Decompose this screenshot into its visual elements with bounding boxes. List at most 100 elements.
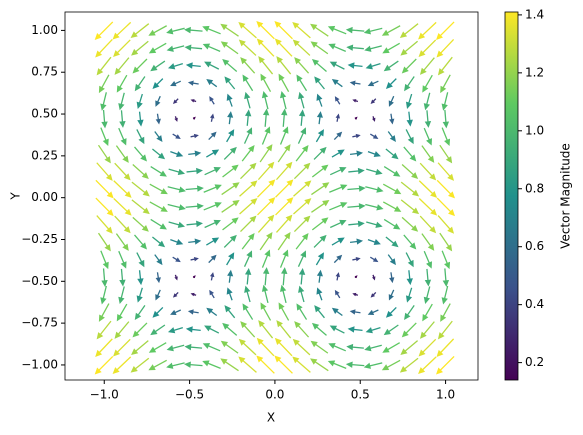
arrow — [220, 41, 239, 55]
arrow — [292, 338, 311, 356]
arrow — [334, 96, 341, 105]
arrow — [187, 309, 199, 315]
arrow — [118, 286, 125, 305]
arrow — [257, 214, 275, 233]
arrow — [310, 358, 329, 372]
arrow — [298, 109, 306, 126]
arrow — [418, 338, 437, 357]
arrow — [437, 162, 455, 181]
arrow — [166, 362, 185, 369]
arrow — [421, 233, 435, 251]
arrow — [276, 214, 293, 233]
arrow — [184, 361, 203, 368]
arrow — [155, 95, 161, 107]
arrow — [262, 267, 270, 286]
arrow — [256, 355, 275, 374]
arrow — [313, 234, 327, 248]
arrow — [220, 340, 239, 354]
arrow — [96, 56, 112, 76]
arrow — [168, 168, 186, 176]
arrow — [113, 39, 131, 58]
arrow — [281, 108, 288, 127]
arrow — [383, 60, 399, 72]
arrow — [293, 215, 311, 233]
arrow — [95, 39, 113, 58]
arrow — [119, 268, 126, 287]
arrow — [148, 42, 167, 54]
arrow — [345, 26, 365, 34]
arrow — [204, 219, 221, 229]
arrow — [275, 179, 294, 198]
arrow — [243, 250, 253, 267]
arrow — [418, 198, 438, 216]
arrow — [352, 99, 359, 103]
y-tick-label: −1.00 — [21, 357, 58, 371]
arrow — [364, 45, 382, 52]
arrow — [260, 302, 272, 321]
arrow — [116, 303, 128, 322]
arrow — [98, 74, 110, 94]
arrow — [399, 357, 419, 373]
arrow — [257, 161, 275, 181]
arrow — [436, 197, 456, 217]
arrow — [276, 320, 292, 339]
arrow — [238, 39, 257, 56]
arrow — [134, 76, 146, 92]
arrow — [155, 113, 161, 125]
arrow — [419, 57, 435, 75]
arrow — [136, 129, 145, 145]
arrow — [372, 116, 376, 122]
arrow — [238, 356, 257, 373]
arrow — [365, 326, 381, 334]
arrow — [167, 186, 186, 193]
arrow — [313, 146, 327, 160]
arrow — [370, 98, 377, 104]
arrow — [132, 164, 149, 179]
arrow — [347, 326, 363, 333]
arrow — [208, 254, 217, 264]
arrow — [152, 148, 166, 160]
arrow — [365, 203, 384, 211]
arrow — [310, 340, 329, 354]
arrow — [280, 90, 287, 110]
arrow — [366, 221, 383, 228]
arrow — [112, 21, 132, 40]
arrow — [114, 57, 130, 75]
arrow — [311, 199, 330, 213]
arrow — [400, 199, 420, 215]
arrow — [440, 303, 451, 322]
arrow — [354, 275, 358, 279]
arrow — [184, 44, 203, 51]
arrow — [418, 356, 437, 375]
arrow — [203, 184, 222, 193]
arrow — [223, 234, 237, 248]
arrow — [166, 27, 185, 35]
arrow — [136, 287, 143, 303]
arrow — [314, 305, 325, 319]
arrow — [385, 306, 397, 318]
arrow — [152, 306, 164, 318]
arrow — [381, 359, 401, 371]
arrow — [311, 164, 329, 178]
arrow — [100, 127, 109, 147]
arrow — [190, 256, 199, 262]
arrow — [185, 326, 201, 333]
arrow — [170, 150, 184, 158]
arrow — [436, 338, 455, 357]
arrow — [436, 355, 455, 375]
arrow — [100, 250, 109, 270]
arrow — [418, 21, 437, 40]
x-tick-label: 1.0 — [436, 388, 455, 402]
arrow — [256, 20, 275, 40]
x-tick-label: −0.5 — [175, 388, 204, 402]
arrow — [365, 62, 381, 70]
arrow — [441, 285, 449, 305]
arrow — [96, 162, 113, 181]
arrow — [334, 289, 341, 299]
arrow — [329, 61, 345, 70]
arrow — [352, 292, 359, 297]
arrow — [148, 342, 167, 353]
arrow — [244, 109, 252, 126]
arrow — [401, 164, 419, 179]
arrow — [403, 234, 417, 250]
